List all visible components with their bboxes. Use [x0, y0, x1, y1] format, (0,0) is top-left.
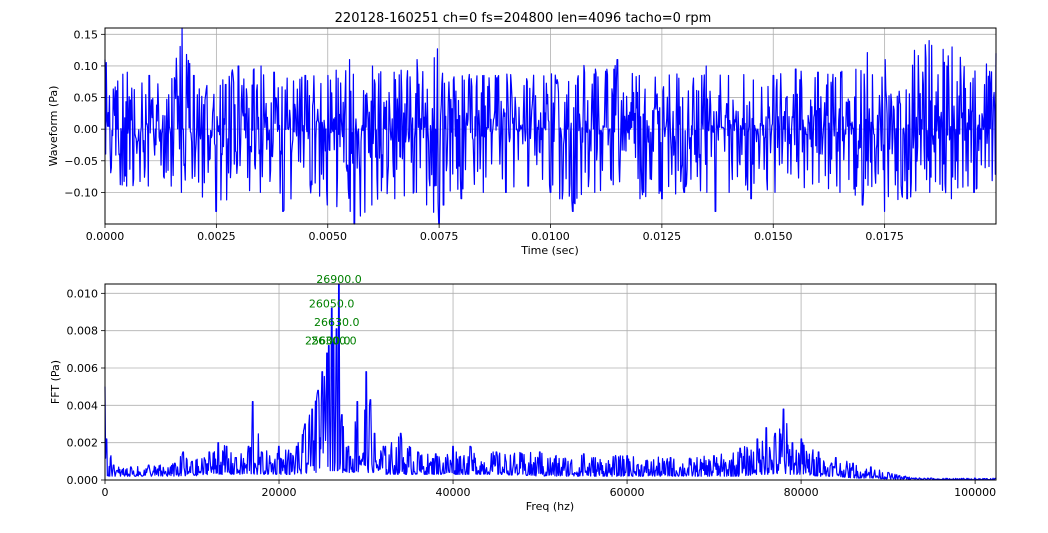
waveform-title: 220128-160251 ch=0 fs=204800 len=4096 ta… [335, 11, 712, 26]
fft-xlabel: Freq (hz) [526, 500, 574, 513]
p1-ytick-label: 0.006 [67, 362, 99, 375]
p0-ytick-label: 0.05 [74, 92, 99, 105]
p0-ytick-label: 0.10 [74, 60, 99, 73]
p1-xtick-label: 40000 [436, 486, 471, 499]
waveform-series [104, 27, 997, 225]
p1-ytick-label: 0.002 [67, 437, 99, 450]
p0-ytick-label: 0.15 [74, 28, 99, 41]
fft-peak-label: 26630.0 [314, 316, 360, 329]
p0-xtick-label: 0.0000 [86, 230, 125, 243]
p0-xtick-label: 0.0125 [643, 230, 682, 243]
p0-xtick-label: 0.0175 [865, 230, 904, 243]
fft-peak-label: 26300.0 [311, 335, 357, 348]
p0-ytick-label: −0.05 [64, 155, 98, 168]
p0-xtick-label: 0.0025 [197, 230, 236, 243]
waveform-y-ticks: −0.10 −0.05 0.00 0.05 0.10 0.15 [64, 28, 105, 199]
fft-panel: 0 20000 40000 60000 80000 100000 0.0000.0020.… [49, 273, 997, 513]
waveform-ylabel: Waveform (Pa) [47, 86, 60, 167]
fft-x-ticks: 0 20000 40000 60000 80000 100000 [102, 480, 996, 499]
fft-series [104, 283, 997, 481]
p0-ytick-label: 0.00 [74, 123, 99, 136]
p0-xtick-label: 0.0100 [531, 230, 570, 243]
fft-line [104, 283, 997, 481]
fft-ylabel: FFT (Pa) [49, 360, 62, 404]
fft-axes-frame [104, 283, 997, 481]
fft-peak-label: 25600.0 [305, 335, 351, 348]
waveform-line [104, 27, 997, 225]
p0-xtick-label: 0.0075 [420, 230, 459, 243]
p1-ytick-label: 0.004 [67, 399, 99, 412]
p1-xtick-label: 80000 [784, 486, 819, 499]
p1-ytick-label: 0.008 [67, 325, 99, 338]
p0-xtick-label: 0.0150 [754, 230, 793, 243]
p1-xtick-label: 60000 [610, 486, 645, 499]
p0-ytick-label: −0.10 [64, 186, 98, 199]
p1-xtick-label: 100000 [954, 486, 996, 499]
waveform-xlabel: Time (sec) [520, 244, 579, 257]
p1-ytick-label: 0.010 [67, 287, 99, 300]
fft-peak-label: 26050.0 [309, 297, 355, 310]
p1-xtick-label: 0 [102, 486, 109, 499]
p1-xtick-label: 20000 [262, 486, 297, 499]
fft-y-ticks: 0.000 0.002 0.004 0.006 0.008 0.010 [67, 287, 105, 487]
waveform-panel: 0.0000 0.0025 0.0050 0.0075 0.0100 0.0125 0.01… [47, 27, 997, 257]
p1-ytick-label: 0.000 [67, 474, 99, 487]
fft-peak-label: 26900.0 [316, 273, 362, 286]
p0-xtick-label: 0.0050 [309, 230, 348, 243]
waveform-x-ticks: 0.0000 0.0025 0.0050 0.0075 0.0100 0.0125 0.01… [86, 224, 904, 243]
